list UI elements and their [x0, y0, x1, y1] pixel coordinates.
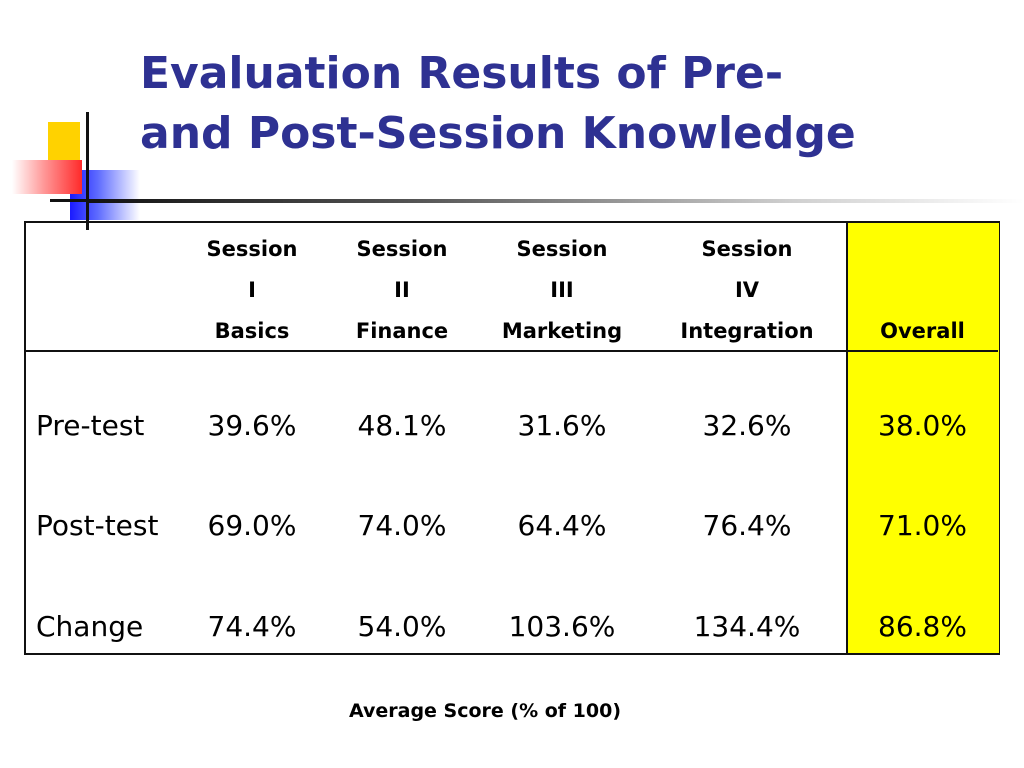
column-header-overall: Overall [880, 319, 965, 343]
table-cell: 39.6% [207, 409, 297, 442]
row-label-change: Change [36, 610, 144, 643]
decorative-logo-blocks [0, 0, 140, 240]
column-header-line: Session [356, 237, 448, 261]
table-cell: 48.1% [357, 409, 447, 442]
column-header-session-2: Session II Finance [327, 229, 477, 352]
column-header-line: III [550, 278, 574, 302]
table-cell: 103.6% [508, 610, 616, 643]
table-caption: Average Score (% of 100) [348, 700, 622, 722]
table-cell: 74.0% [357, 509, 447, 542]
column-header-line: Session [516, 237, 608, 261]
slide-title-line-1: Evaluation Results of Pre- [140, 48, 784, 99]
row-label-pre-test: Pre-test [36, 409, 145, 442]
header-divider [26, 350, 998, 352]
column-header-line: Finance [355, 319, 449, 343]
column-header-line: IV [734, 278, 760, 302]
table-cell: 69.0% [207, 509, 297, 542]
column-header-line: Session [701, 237, 793, 261]
table-cell: 76.4% [702, 509, 792, 542]
column-header-line: Basics [214, 319, 290, 343]
column-header-session-4: Session IV Integration [662, 229, 832, 352]
red-square-decoration [12, 160, 82, 194]
table-cell-overall: 71.0% [878, 509, 967, 542]
results-table: Session I Basics Session II Finance Sess… [24, 221, 1000, 655]
table-cell-overall: 38.0% [878, 409, 967, 442]
column-header-line: II [394, 278, 410, 302]
table-cell: 32.6% [702, 409, 792, 442]
column-header-line: Integration [680, 319, 814, 343]
table-cell: 74.4% [207, 610, 297, 643]
column-header-line: Session [206, 237, 298, 261]
column-header-line: I [248, 278, 256, 302]
table-cell: 31.6% [517, 409, 607, 442]
title-rule [88, 199, 1024, 203]
slide-title: Evaluation Results of Pre- and Post-Sess… [140, 44, 1010, 164]
table-cell: 64.4% [517, 509, 607, 542]
table-cell: 54.0% [357, 610, 447, 643]
table-cell: 134.4% [693, 610, 801, 643]
table-cell-overall: 86.8% [878, 610, 967, 643]
overall-column-highlight [846, 223, 999, 653]
slide-title-line-2: and Post-Session Knowledge [140, 108, 856, 159]
column-header-line: Marketing [501, 319, 623, 343]
column-header-session-1: Session I Basics [177, 229, 327, 352]
row-label-post-test: Post-test [36, 509, 159, 542]
column-header-session-3: Session III Marketing [487, 229, 637, 352]
vertical-line-decoration [86, 112, 89, 230]
